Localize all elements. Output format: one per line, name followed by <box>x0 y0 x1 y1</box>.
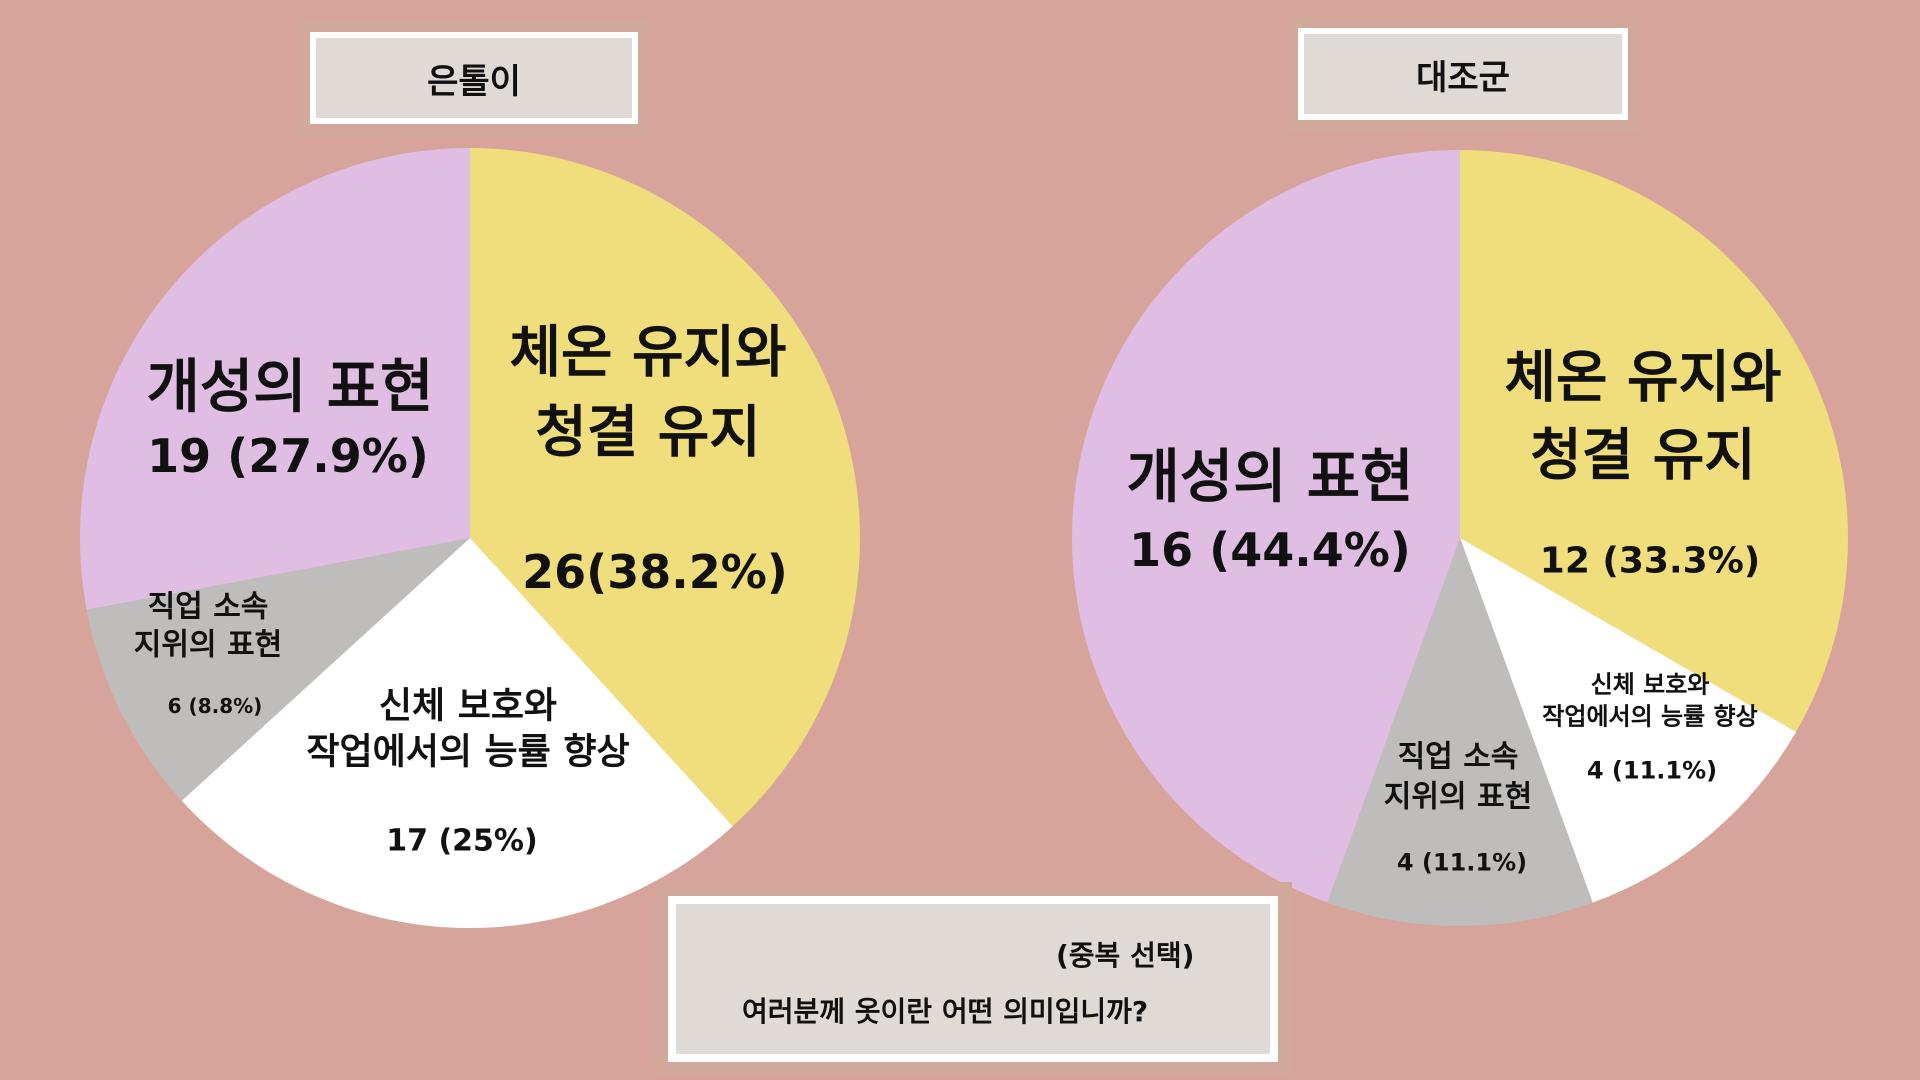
pie-slice <box>470 148 860 827</box>
slice-value-label: 12 (33.3%) <box>1540 541 1760 582</box>
slice-label: 신체 보호와 작업에서의 능률 향상 <box>306 686 629 773</box>
question-note: (중복 선택) <box>1056 939 1195 972</box>
slice-label: 직업 소속 지위의 표현 <box>134 590 282 663</box>
question-box: (중복 선택) 여러분께 옷이란 어떤 의미입니까? <box>668 896 1278 1062</box>
slice-label: 신체 보호와 작업에서의 능률 향상 <box>1542 670 1757 730</box>
chart-title-left-text: 은톨이 <box>427 61 521 102</box>
slice-value-label: 19 (27.9%) <box>147 429 429 483</box>
slice-value-label: 4 (11.1%) <box>1397 848 1527 876</box>
pie-chart-right: 체온 유지와 청결 유지 12 (33.3%) 신체 보호와 작업에서의 능률 향상 4 … <box>1071 150 1848 926</box>
pie-slice <box>1460 538 1797 903</box>
pie-slice <box>86 538 470 801</box>
slice-value-label: 16 (44.4%) <box>1129 523 1411 577</box>
slice-label: 개성의 표현 <box>1127 442 1414 510</box>
pie-slice <box>1071 150 1460 903</box>
pie-slice <box>1460 150 1848 732</box>
pie-slice <box>1327 538 1593 926</box>
pie-slice <box>181 538 733 928</box>
chart-title-right: 대조군 <box>1298 28 1628 120</box>
slice-value-label: 4 (11.1%) <box>1587 756 1717 784</box>
chart-title-left: 은톨이 <box>310 32 638 124</box>
slice-value-label: 6 (8.8%) <box>168 694 263 718</box>
pie-slice <box>79 148 470 610</box>
question-text: 여러분께 옷이란 어떤 의미입니까? <box>742 995 1149 1028</box>
slice-value-label: 17 (25%) <box>386 824 537 859</box>
slice-label: 체온 유지와 청결 유지 <box>509 321 786 466</box>
slice-label: 직업 소속 지위의 표현 <box>1384 740 1532 815</box>
chart-title-right-text: 대조군 <box>1416 57 1510 98</box>
pie-chart-left: 체온 유지와 청결 유지 26(38.2%) 신체 보호와 작업에서의 능률 향상 17 … <box>79 148 860 928</box>
slice-value-label: 26(38.2%) <box>522 545 788 599</box>
slice-label: 체온 유지와 청결 유지 <box>1504 346 1781 489</box>
slice-label: 개성의 표현 <box>147 352 434 420</box>
